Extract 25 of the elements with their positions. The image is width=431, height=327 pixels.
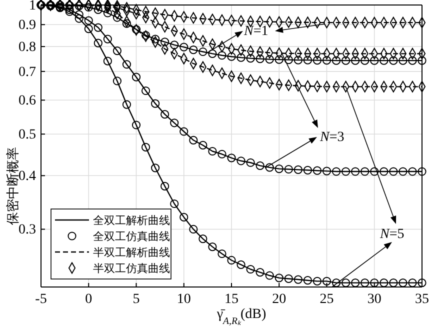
y-tick-label: 0.3: [18, 222, 36, 238]
annotation: N=1: [243, 24, 268, 39]
legend-label: 半双工解析曲线: [93, 246, 170, 259]
x-tick-label: 5: [132, 292, 140, 307]
x-tick-label: 0: [85, 292, 92, 307]
x-axis-title: γ̄$_{A,Rₖ}$(dB): [216, 307, 266, 326]
legend-label: 全双工仿真曲线: [93, 230, 170, 243]
y-tick-label: 0.8: [18, 40, 36, 56]
y-tick-label: 0.7: [18, 64, 36, 80]
x-tick-label: 20: [272, 292, 286, 307]
y-tick-label: 0.5: [18, 128, 36, 143]
x-tick-label: 30: [367, 292, 382, 307]
x-tick-label: -5: [35, 292, 47, 307]
legend-label: 全双工解析曲线: [93, 214, 170, 227]
y-tick-label: 0.9: [18, 18, 36, 34]
annotation: N=3: [319, 130, 344, 145]
y-tick-label: 1: [29, 0, 36, 14]
x-tick-label: 25: [320, 292, 334, 307]
x-tick-label: 15: [224, 292, 238, 307]
legend-label: 半双工仿真曲线: [93, 262, 170, 275]
annotation: N=5: [379, 227, 404, 242]
x-tick-label: 10: [176, 292, 191, 307]
x-tick-label: 35: [415, 292, 429, 307]
y-tick-label: 0.6: [18, 94, 36, 109]
y-tick-label: 0.4: [18, 169, 36, 184]
